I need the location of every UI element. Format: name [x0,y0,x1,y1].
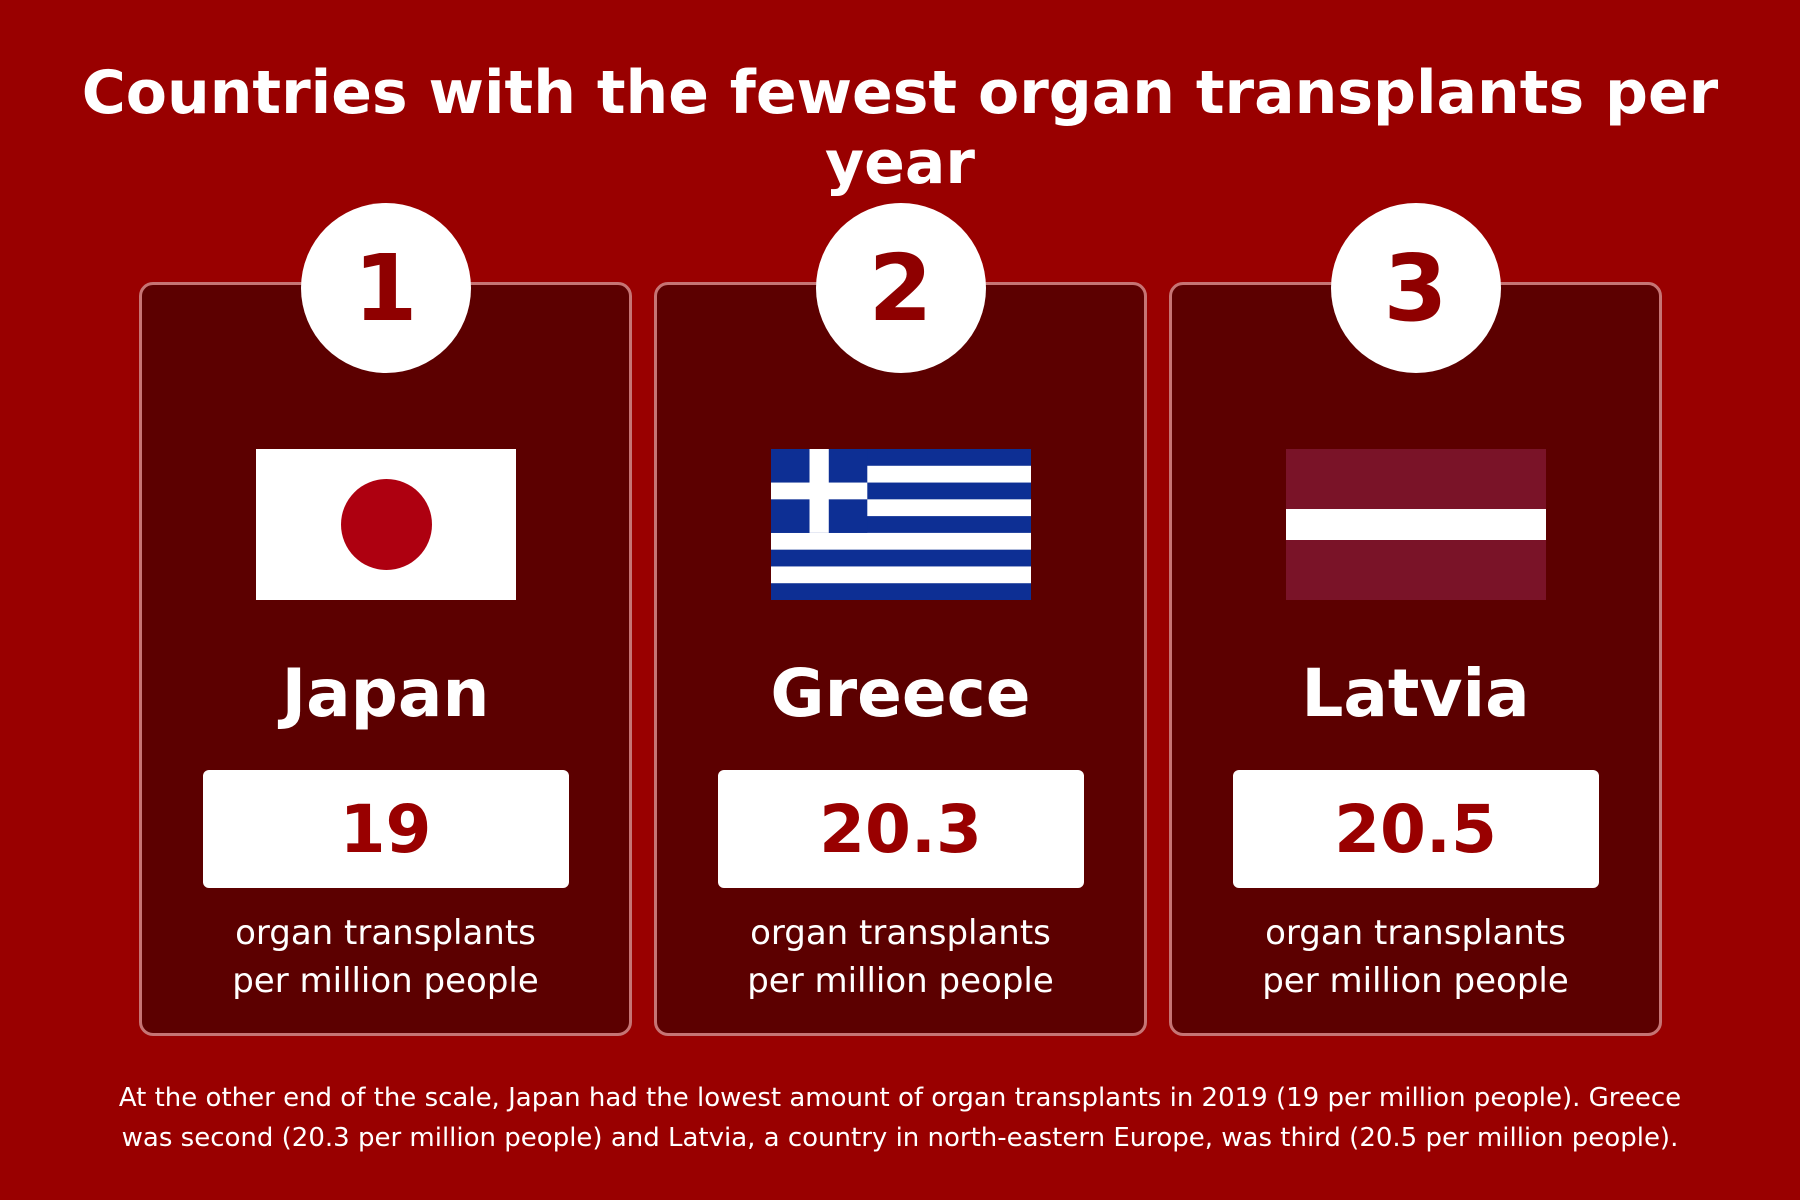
rank-card-japan: 1 Japan 19 organ transplants per million… [139,282,632,1036]
transplant-value: 20.5 [1233,770,1599,888]
country-name: Latvia [1172,655,1659,732]
unit-label: organ transplants per million people [657,909,1144,1005]
rank-badge: 2 [816,203,986,373]
rank-badge: 3 [1331,203,1501,373]
footer-line-2: was second (20.3 per million people) and… [90,1118,1710,1158]
country-name: Japan [142,655,629,732]
latvia-flag-icon [1286,449,1546,600]
greece-flag-icon [771,449,1031,600]
unit-line-1: organ transplants [1172,909,1659,957]
unit-label: organ transplants per million people [142,909,629,1005]
unit-line-1: organ transplants [657,909,1144,957]
unit-label: organ transplants per million people [1172,909,1659,1005]
footer-note: At the other end of the scale, Japan had… [90,1078,1710,1158]
rank-card-latvia: 3 Latvia 20.5 organ transplants per mill… [1169,282,1662,1036]
page-title: Countries with the fewest organ transpla… [0,58,1800,198]
rank-card-greece: 2 Greece 20.3 organ transplants per mill… [654,282,1147,1036]
unit-line-1: organ transplants [142,909,629,957]
japan-flag-sun [341,479,432,570]
country-name: Greece [657,655,1144,732]
latvia-flag-band [1286,509,1546,540]
unit-line-2: per million people [657,957,1144,1005]
unit-line-2: per million people [142,957,629,1005]
footer-line-1: At the other end of the scale, Japan had… [90,1078,1710,1118]
transplant-value: 19 [203,770,569,888]
transplant-value: 20.3 [718,770,1084,888]
unit-line-2: per million people [1172,957,1659,1005]
rank-badge: 1 [301,203,471,373]
japan-flag-icon [256,449,516,600]
